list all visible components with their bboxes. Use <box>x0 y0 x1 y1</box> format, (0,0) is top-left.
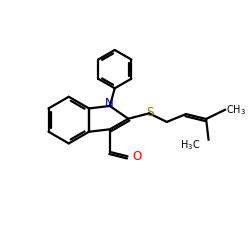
Text: N: N <box>105 96 114 110</box>
Text: H$_3$C: H$_3$C <box>180 138 200 152</box>
Text: O: O <box>132 150 141 163</box>
Text: CH$_3$: CH$_3$ <box>226 103 246 117</box>
Text: S: S <box>146 106 154 119</box>
